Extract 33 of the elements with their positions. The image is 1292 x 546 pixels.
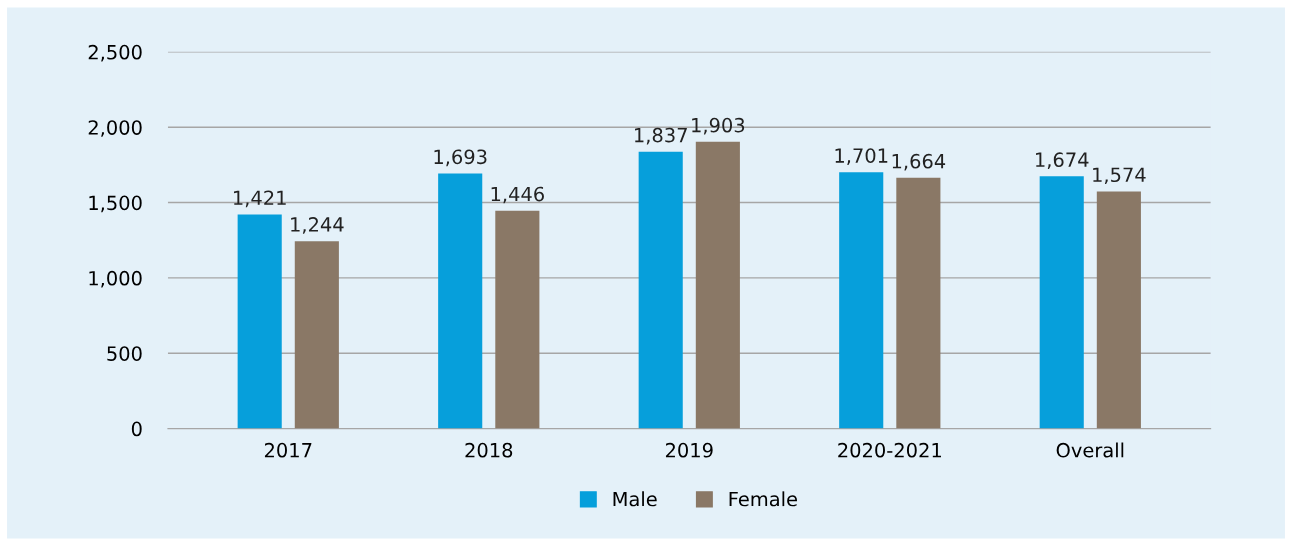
data-label: 1,693 bbox=[434, 149, 487, 167]
bar bbox=[495, 210, 540, 429]
bar bbox=[1096, 191, 1141, 429]
legend-label: Male bbox=[613, 491, 657, 507]
data-label: 1,664 bbox=[892, 153, 946, 171]
bar bbox=[695, 141, 740, 429]
data-label: 1,421 bbox=[234, 190, 286, 208]
bar bbox=[839, 172, 884, 429]
bar bbox=[1039, 176, 1084, 429]
y-tick-label: 2,000 bbox=[88, 120, 142, 137]
bar bbox=[638, 151, 683, 429]
data-label: 1,701 bbox=[835, 148, 888, 165]
x-tick-label: 2019 bbox=[665, 442, 713, 458]
data-label: 1,674 bbox=[1036, 152, 1089, 170]
x-tick-label: 2017 bbox=[264, 442, 312, 458]
data-label: 1,837 bbox=[635, 127, 687, 145]
legend-label: Female bbox=[729, 491, 797, 507]
bar bbox=[896, 177, 941, 429]
x-tick-label: 2020-2021 bbox=[838, 442, 941, 458]
y-tick-label: 1,500 bbox=[89, 195, 142, 213]
y-tick-label: 0 bbox=[131, 421, 142, 437]
bar bbox=[237, 214, 282, 429]
bar bbox=[438, 173, 483, 429]
data-label: 1,903 bbox=[692, 117, 745, 135]
data-label: 1,574 bbox=[1093, 167, 1146, 185]
data-label: 1,446 bbox=[491, 186, 544, 204]
y-tick-label: 2,500 bbox=[88, 44, 142, 62]
y-tick-label: 1,000 bbox=[89, 270, 142, 288]
x-tick-label: Overall bbox=[1056, 442, 1124, 458]
bar bbox=[294, 241, 339, 429]
data-label: 1,244 bbox=[291, 217, 344, 234]
x-tick-label: 2018 bbox=[465, 442, 513, 458]
y-tick-label: 500 bbox=[107, 346, 142, 361]
